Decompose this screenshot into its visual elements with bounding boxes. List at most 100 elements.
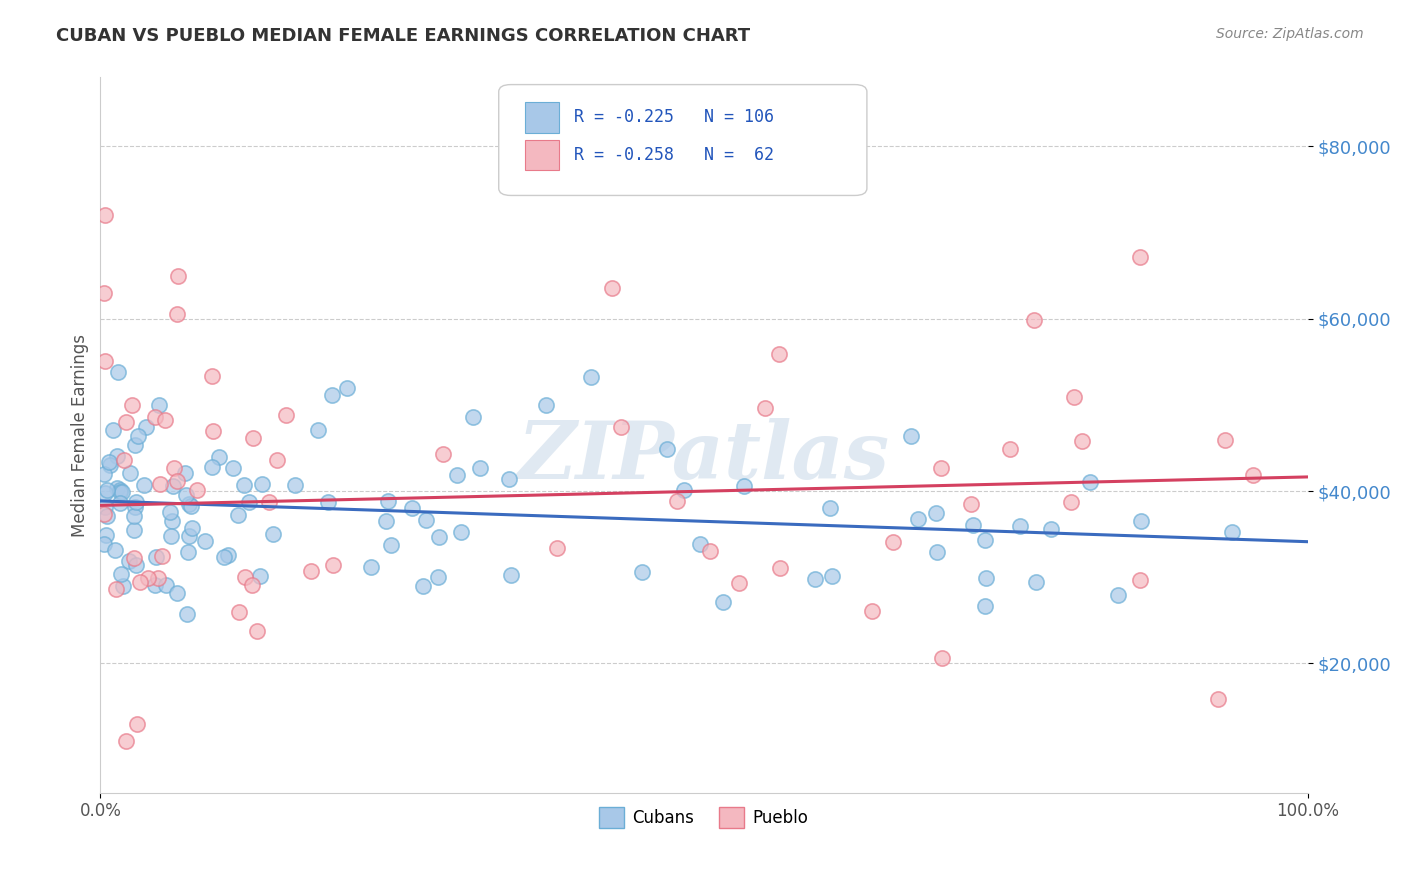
FancyBboxPatch shape — [526, 103, 560, 133]
Point — [1039, 522, 1062, 536]
Point — [162, 479, 184, 493]
Point — [115, 734, 138, 748]
Point — [174, 488, 197, 502]
Point — [1010, 519, 1032, 533]
Point — [769, 560, 792, 574]
Point — [360, 559, 382, 574]
Point — [93, 507, 115, 521]
Point — [1220, 524, 1243, 539]
Point — [973, 599, 995, 613]
Point — [134, 478, 156, 492]
Point — [176, 607, 198, 621]
Point — [217, 548, 239, 562]
Point — [240, 578, 263, 592]
Point — [284, 478, 307, 492]
Point — [907, 512, 929, 526]
Point — [377, 493, 399, 508]
Point — [401, 500, 423, 515]
Point — [179, 497, 201, 511]
Point — [96, 509, 118, 524]
Point — [579, 369, 602, 384]
Point — [1107, 588, 1129, 602]
Point — [93, 537, 115, 551]
Point — [169, 855, 191, 870]
Point — [124, 551, 146, 566]
Point — [276, 409, 298, 423]
Point — [501, 568, 523, 582]
Point — [136, 571, 159, 585]
Point — [412, 579, 434, 593]
Point — [160, 514, 183, 528]
Point — [610, 420, 633, 434]
Point — [711, 595, 734, 609]
Point — [321, 388, 343, 402]
Point — [546, 541, 568, 555]
Point — [145, 550, 167, 565]
Point — [222, 461, 245, 475]
Point — [925, 545, 948, 559]
Text: R = -0.258   N =  62: R = -0.258 N = 62 — [574, 146, 773, 164]
Point — [1060, 494, 1083, 508]
Point — [98, 458, 121, 472]
Point — [174, 466, 197, 480]
Text: ZIPatlas: ZIPatlas — [517, 417, 890, 495]
Point — [111, 485, 134, 500]
Point — [257, 495, 280, 509]
Point — [974, 571, 997, 585]
Point — [468, 461, 491, 475]
Point — [177, 545, 200, 559]
Point — [427, 530, 450, 544]
Point — [1130, 514, 1153, 528]
Point — [108, 483, 131, 498]
Point — [754, 401, 776, 416]
Point — [266, 452, 288, 467]
Point — [153, 412, 176, 426]
Point — [155, 807, 177, 822]
Point — [127, 429, 149, 443]
Point — [114, 452, 136, 467]
Point — [180, 499, 202, 513]
Point — [177, 529, 200, 543]
Point — [125, 558, 148, 573]
Point — [233, 569, 256, 583]
Point — [226, 508, 249, 523]
Point — [104, 582, 127, 596]
FancyBboxPatch shape — [499, 85, 868, 195]
Point — [118, 554, 141, 568]
Point — [143, 409, 166, 424]
Point — [534, 398, 557, 412]
Point — [94, 353, 117, 368]
Point — [186, 483, 208, 498]
Point — [1063, 390, 1085, 404]
Point — [900, 429, 922, 443]
Point — [299, 564, 322, 578]
Point — [128, 575, 150, 590]
Point — [124, 437, 146, 451]
Point — [602, 280, 624, 294]
Point — [94, 208, 117, 222]
Point — [166, 268, 188, 283]
Point — [335, 381, 357, 395]
Point — [973, 533, 995, 547]
Point — [122, 523, 145, 537]
Point — [882, 535, 904, 549]
Point — [93, 467, 115, 481]
Point — [194, 533, 217, 548]
Point — [180, 521, 202, 535]
Point — [1129, 574, 1152, 588]
Point — [94, 500, 117, 515]
Point — [998, 442, 1021, 456]
Point — [1070, 434, 1092, 448]
Point — [233, 478, 256, 492]
Point — [322, 558, 344, 572]
Point — [689, 537, 711, 551]
Point — [108, 485, 131, 500]
Point — [121, 398, 143, 412]
Point — [118, 466, 141, 480]
Point — [228, 605, 250, 619]
Point — [148, 571, 170, 585]
Point — [960, 497, 983, 511]
Point — [1129, 250, 1152, 264]
Point — [104, 543, 127, 558]
Point — [432, 447, 454, 461]
